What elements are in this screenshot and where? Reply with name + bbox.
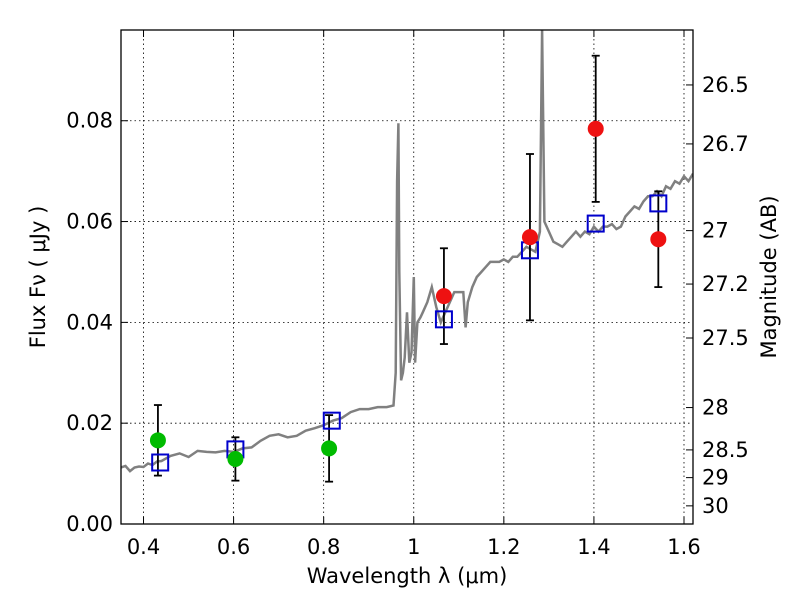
x-tick-label: 0.8	[307, 535, 340, 559]
y-tick-labels: 0.00 0.02 0.04 0.06 0.08	[66, 109, 113, 536]
blue-band-point	[321, 440, 338, 457]
model-square	[586, 214, 605, 233]
x-tick-label: 1.6	[667, 535, 700, 559]
plot-area	[121, 30, 693, 483]
grid-lines	[121, 30, 693, 525]
error-bars	[153, 54, 663, 483]
spectrum-line	[121, 30, 693, 473]
detection-point	[587, 120, 604, 137]
y2-tick-label: 28	[702, 396, 729, 420]
y-axis-label: Flux Fν ( μJy )	[26, 206, 50, 349]
y-tick-label: 0.08	[66, 109, 113, 133]
x-tick-labels: 0.4 0.6 0.8 1 1.2 1.4 1.6	[127, 535, 701, 559]
model-square	[434, 310, 453, 329]
model-square	[322, 411, 341, 430]
model-points	[151, 194, 668, 472]
blue-band-point	[149, 432, 166, 449]
detection-points	[435, 120, 667, 305]
y-tick-label: 0.06	[66, 210, 113, 234]
y-tick-label: 0.02	[66, 411, 113, 435]
model-square	[151, 453, 170, 472]
blue-band-points	[149, 432, 338, 467]
model-square	[649, 194, 668, 213]
x-tick-label: 1.4	[577, 535, 610, 559]
y2-tick-label: 27.5	[702, 326, 749, 350]
blue-band-point	[227, 450, 244, 467]
x-tick-label: 0.6	[217, 535, 250, 559]
x-axis-label: Wavelength λ (μm)	[307, 564, 508, 588]
y2-tick-label: 26.5	[702, 73, 749, 97]
y-tick-label: 0.04	[66, 310, 113, 334]
y-tick-label: 0.00	[66, 512, 113, 536]
y2-tick-label: 27	[702, 219, 729, 243]
x-tick-label: 1.2	[487, 535, 520, 559]
y2-tick-label: 26.7	[702, 132, 749, 156]
x-tick-label: 0.4	[127, 535, 160, 559]
y2-tick-label: 27.2	[702, 272, 749, 296]
detection-point	[650, 231, 667, 248]
y2-axis-label: Magnitude (AB)	[757, 195, 781, 358]
y2-tick-label: 29	[702, 466, 729, 490]
detection-point	[435, 288, 452, 305]
y2-tick-label: 30	[702, 494, 729, 518]
axis-ticks	[121, 30, 693, 525]
y2-tick-label: 28.5	[702, 438, 749, 462]
y2-tick-labels: 26.5 26.7 27 27.2 27.5 28 28.5 29 30	[702, 73, 749, 518]
x-tick-label: 1	[407, 535, 420, 559]
plot-frame	[120, 29, 694, 525]
detection-point	[521, 229, 538, 246]
